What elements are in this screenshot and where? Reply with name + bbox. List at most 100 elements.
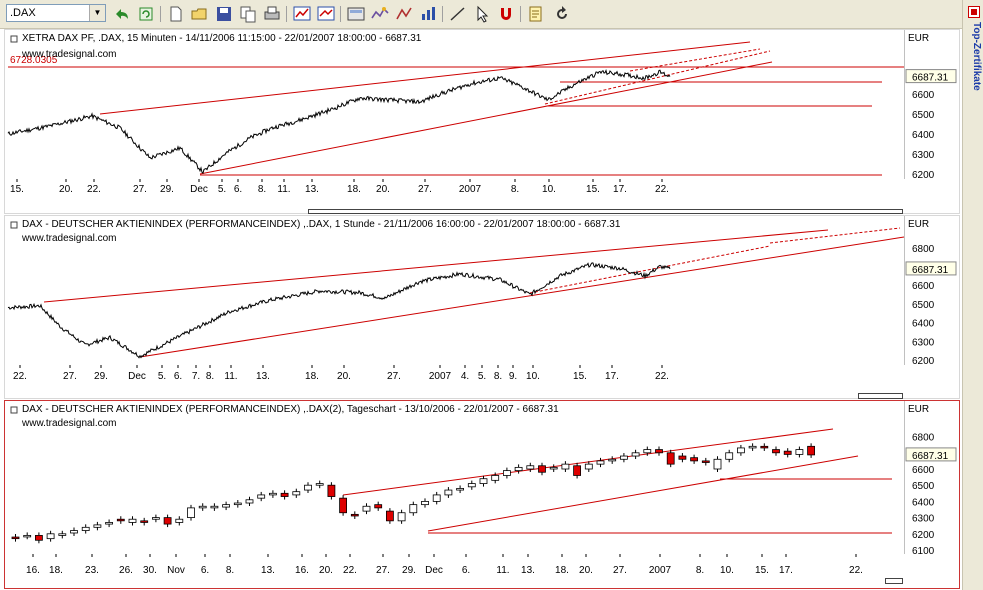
- panel1-xtick-6: 5.: [218, 184, 226, 195]
- panel3-xtick-13: 29.: [402, 565, 416, 576]
- charts-svg: 6600 6500 6400 6300 6200 15. 20. 22. 27. 29. Dec 5.…: [4, 29, 960, 589]
- candle-body: [421, 500, 429, 506]
- symbol-combo[interactable]: .DAX ▼: [6, 4, 106, 22]
- panel3-trend-upper: [342, 428, 834, 496]
- candle-body: [748, 445, 757, 449]
- reload-icon[interactable]: [552, 4, 572, 24]
- candle-body: [58, 533, 67, 536]
- panel2-trend-dashed-2: [769, 227, 901, 244]
- candle-body: [304, 484, 312, 491]
- candle-body: [608, 458, 617, 462]
- panel3-xtick-8: 13.: [261, 565, 275, 576]
- panel1-xtick-5: Dec: [190, 184, 208, 195]
- panel2-xtick-17: 9.: [509, 371, 517, 382]
- print-icon[interactable]: [262, 4, 282, 24]
- panel2-xtick-14: 4.: [461, 371, 469, 382]
- chart-type-icon[interactable]: [418, 4, 438, 24]
- panel1-xtick-19: 22.: [655, 184, 669, 195]
- cursor-icon[interactable]: [472, 4, 492, 24]
- candle-body: [257, 494, 266, 499]
- panel2-frame: [4, 215, 960, 399]
- chart-edit-icon[interactable]: [292, 4, 312, 24]
- chart-props-icon[interactable]: [316, 4, 336, 24]
- panel2-last-price-box: [905, 261, 957, 276]
- panel1-source: www.tradesignal.com: [22, 49, 117, 60]
- panel2-ytick-3: 6400: [912, 319, 935, 330]
- undo-icon[interactable]: [112, 4, 132, 24]
- panel2-xtick-20: 17.: [605, 371, 619, 382]
- candle-body: [573, 465, 581, 476]
- layout-icon[interactable]: [346, 4, 366, 24]
- candle-body: [210, 505, 219, 509]
- panel2-xtick-3: Dec: [128, 371, 146, 382]
- candle-body: [280, 492, 289, 497]
- panel3-xtick-6: 6.: [201, 565, 209, 576]
- panel3-ytick-6: 6100: [912, 546, 935, 557]
- panel3-xtick-22: 8.: [696, 565, 704, 576]
- panel2-xtick-19: 15.: [573, 371, 587, 382]
- panel3-xtick-26: 22.: [849, 565, 863, 576]
- panel1-xtick-16: 10.: [542, 184, 556, 195]
- panel2-trend-upper: [43, 229, 829, 303]
- panel3-last-price: 6687.31: [912, 451, 949, 462]
- panel3-xtick-18: 18.: [555, 565, 569, 576]
- candle-body: [467, 483, 476, 488]
- panel2-title: DAX - DEUTSCHER AKTIENINDEX (PERFORMANCE…: [22, 219, 621, 230]
- chart-area: 6600 6500 6400 6300 6200 15. 20. 22. 27. 29. Dec 5.…: [0, 29, 962, 590]
- panel3-ytick-3: 6400: [912, 497, 935, 508]
- candle-body: [690, 457, 698, 462]
- candle-body: [339, 497, 348, 514]
- panel1-title: XETRA DAX PF, .DAX, 15 Minuten - 14/11/2…: [22, 33, 422, 44]
- panel1-xtick-7: 6.: [234, 184, 242, 195]
- candle-body: [584, 463, 593, 470]
- candle-body: [678, 455, 687, 460]
- notes-icon[interactable]: [526, 4, 546, 24]
- panel3-xtick-7: 8.: [226, 565, 234, 576]
- panel2-trend-dashed: [529, 245, 771, 294]
- magnet-icon[interactable]: [496, 4, 516, 24]
- panel1-trend-dashed: [544, 50, 771, 105]
- chevron-down-icon[interactable]: ▼: [89, 5, 105, 21]
- line-tool-icon[interactable]: [448, 4, 468, 24]
- panel3-currency: EUR: [908, 404, 930, 415]
- copy-icon[interactable]: [238, 4, 258, 24]
- panel3-last-price-box: [905, 447, 957, 462]
- panel2-xtick-4: 5.: [158, 371, 166, 382]
- candle-body: [701, 460, 710, 463]
- panel2-xtick-7: 8.: [206, 371, 214, 382]
- candle-body: [397, 512, 406, 522]
- candle-body: [163, 517, 172, 525]
- drawing-icon[interactable]: [394, 4, 414, 24]
- sidebar-tab-label: Top-Zertifikate: [971, 22, 982, 91]
- candle-body: [526, 465, 535, 470]
- new-icon[interactable]: [166, 4, 186, 24]
- refresh-icon[interactable]: [136, 4, 156, 24]
- panel1-scrollbar: [308, 209, 903, 214]
- panel2-last-price: 6687.31: [912, 265, 949, 276]
- save-icon[interactable]: [214, 4, 234, 24]
- candle-body: [350, 513, 359, 517]
- panel3-xtick-10: 20.: [319, 565, 333, 576]
- panel1-xtick-10: 13.: [305, 184, 319, 195]
- panel1-xtick-9: 11.: [277, 184, 290, 195]
- panel1-xtick-14: 2007: [459, 184, 482, 195]
- candle-body: [187, 507, 195, 519]
- open-icon[interactable]: [190, 4, 210, 24]
- panel3-frame: [4, 400, 960, 589]
- panel3-xtick-0: 16.: [26, 565, 40, 576]
- candle-body: [268, 492, 277, 496]
- panel2-price-line: [7, 262, 671, 359]
- panel1-xtick-11: 18.: [347, 184, 361, 195]
- panel2-ytick-1: 6600: [912, 281, 935, 292]
- candle-body: [409, 504, 418, 514]
- panel3-xtick-3: 26.: [119, 565, 133, 576]
- candle-body: [502, 470, 511, 476]
- candle-body: [643, 449, 652, 454]
- right-sidebar: Top-Zertifikate: [962, 0, 983, 590]
- sidebar-tab-top-zertifikate[interactable]: Top-Zertifikate: [966, 4, 982, 98]
- indicator-icon[interactable]: [370, 4, 390, 24]
- panel3-title-icon: [10, 406, 18, 414]
- panel2-currency: EUR: [908, 219, 930, 230]
- candle-body: [46, 533, 55, 540]
- candle-body: [631, 452, 640, 457]
